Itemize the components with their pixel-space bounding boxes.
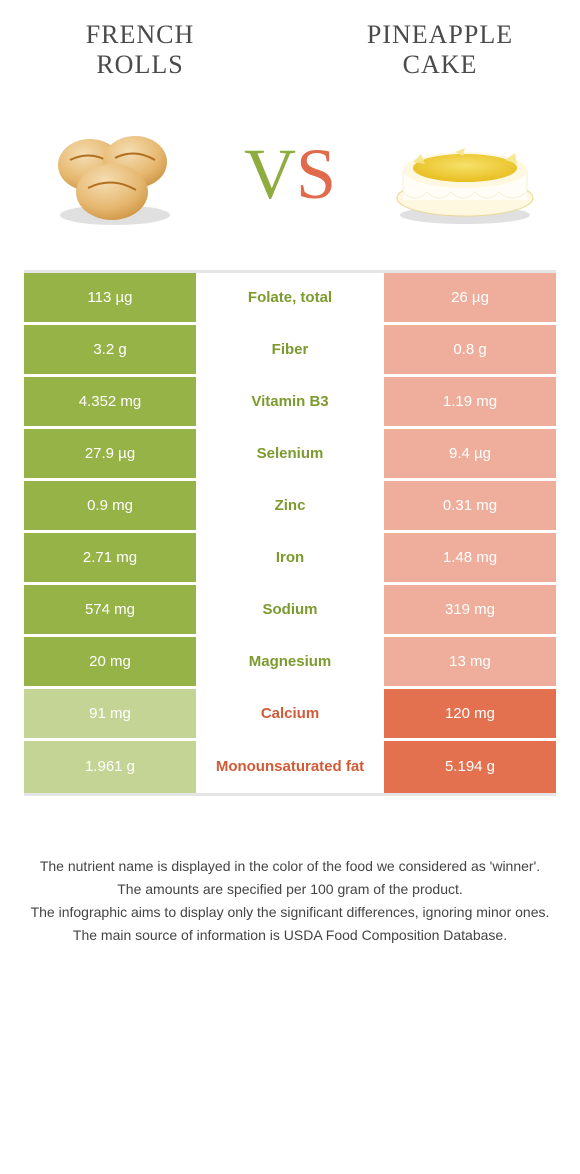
nutrient-label: Fiber <box>196 325 384 374</box>
table-row: 4.352 mgVitamin B31.19 mg <box>24 377 556 429</box>
left-value-cell: 3.2 g <box>24 325 196 374</box>
footer-line-4: The main source of information is USDA F… <box>28 925 552 946</box>
left-value-cell: 20 mg <box>24 637 196 686</box>
left-value-cell: 4.352 mg <box>24 377 196 426</box>
table-row: 574 mgSodium319 mg <box>24 585 556 637</box>
left-value-cell: 27.9 µg <box>24 429 196 478</box>
comparison-table: 113 µgFolate, total26 µg3.2 gFiber0.8 g4… <box>24 270 556 796</box>
table-row: 20 mgMagnesium13 mg <box>24 637 556 689</box>
nutrient-label: Monounsaturated fat <box>196 741 384 793</box>
table-row: 91 mgCalcium120 mg <box>24 689 556 741</box>
right-food-title: PINEAPPLE CAKE <box>340 20 540 80</box>
vs-v: V <box>244 133 296 216</box>
nutrient-label: Magnesium <box>196 637 384 686</box>
footer-notes: The nutrient name is displayed in the co… <box>0 796 580 946</box>
french-rolls-image <box>30 110 200 240</box>
left-value-cell: 113 µg <box>24 273 196 322</box>
right-value-cell: 1.48 mg <box>384 533 556 582</box>
table-row: 27.9 µgSelenium9.4 µg <box>24 429 556 481</box>
right-value-cell: 9.4 µg <box>384 429 556 478</box>
right-value-cell: 26 µg <box>384 273 556 322</box>
table-row: 2.71 mgIron1.48 mg <box>24 533 556 585</box>
table-row: 1.961 gMonounsaturated fat5.194 g <box>24 741 556 793</box>
right-value-cell: 13 mg <box>384 637 556 686</box>
right-value-cell: 0.8 g <box>384 325 556 374</box>
images-row: VS <box>0 90 580 270</box>
footer-line-2: The amounts are specified per 100 gram o… <box>28 879 552 900</box>
vs-label: VS <box>244 133 336 216</box>
left-value-cell: 2.71 mg <box>24 533 196 582</box>
left-value-cell: 0.9 mg <box>24 481 196 530</box>
nutrient-label: Folate, total <box>196 273 384 322</box>
header: FRENCH ROLLS PINEAPPLE CAKE <box>0 0 580 90</box>
table-row: 3.2 gFiber0.8 g <box>24 325 556 377</box>
nutrient-label: Vitamin B3 <box>196 377 384 426</box>
right-value-cell: 1.19 mg <box>384 377 556 426</box>
table-row: 113 µgFolate, total26 µg <box>24 273 556 325</box>
right-value-cell: 5.194 g <box>384 741 556 793</box>
nutrient-label: Calcium <box>196 689 384 738</box>
pineapple-cake-image <box>380 110 550 240</box>
left-value-cell: 574 mg <box>24 585 196 634</box>
left-value-cell: 1.961 g <box>24 741 196 793</box>
vs-s: S <box>296 133 336 216</box>
footer-line-3: The infographic aims to display only the… <box>28 902 552 923</box>
nutrient-label: Selenium <box>196 429 384 478</box>
left-food-title: FRENCH ROLLS <box>40 20 240 80</box>
nutrient-label: Sodium <box>196 585 384 634</box>
footer-line-1: The nutrient name is displayed in the co… <box>28 856 552 877</box>
right-value-cell: 319 mg <box>384 585 556 634</box>
nutrient-label: Iron <box>196 533 384 582</box>
left-value-cell: 91 mg <box>24 689 196 738</box>
table-row: 0.9 mgZinc0.31 mg <box>24 481 556 533</box>
right-value-cell: 0.31 mg <box>384 481 556 530</box>
right-value-cell: 120 mg <box>384 689 556 738</box>
nutrient-label: Zinc <box>196 481 384 530</box>
